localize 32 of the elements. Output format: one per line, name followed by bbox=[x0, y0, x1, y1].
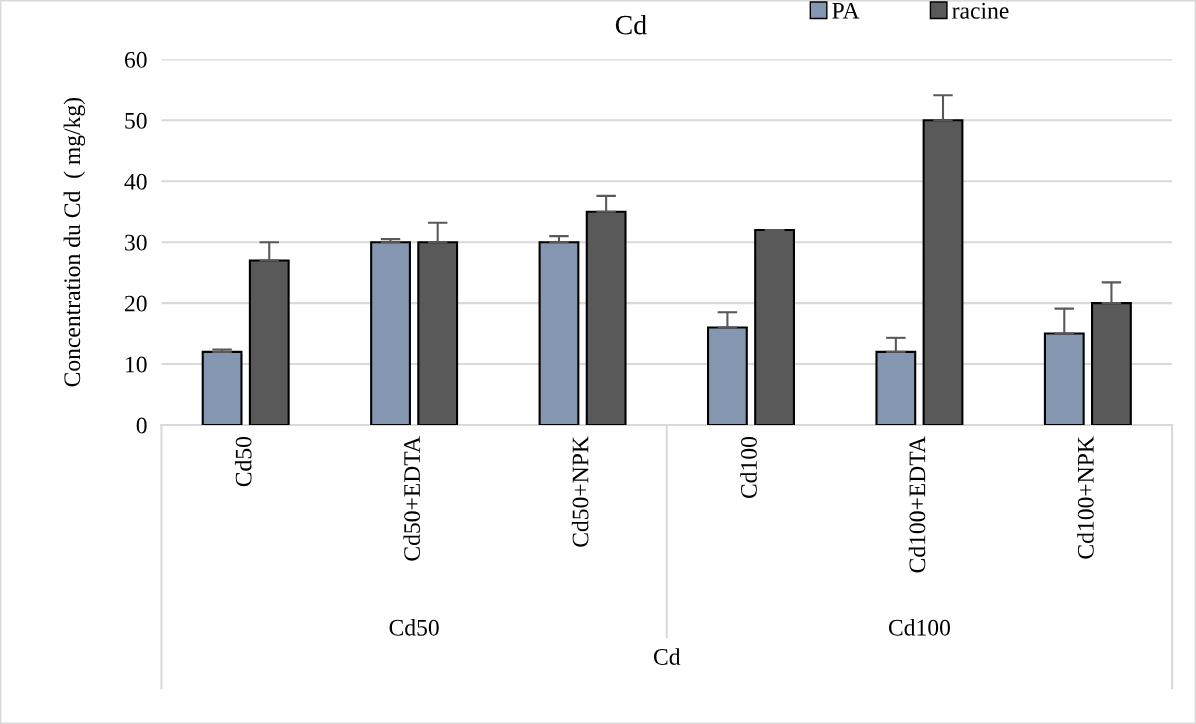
bar bbox=[538, 241, 580, 425]
y-tick-label: 40 bbox=[124, 173, 147, 190]
bar bbox=[201, 350, 243, 425]
y-tick-label: 50 bbox=[125, 112, 147, 129]
bar bbox=[1091, 302, 1132, 425]
bar bbox=[875, 350, 917, 425]
y-tick-label: 20 bbox=[125, 295, 147, 312]
y-tick-label: 30 bbox=[125, 234, 147, 251]
y-tick-label: 10 bbox=[126, 356, 147, 373]
y-tick-label: 0 bbox=[136, 417, 147, 434]
legend-label: PA bbox=[832, 2, 860, 19]
legend-label: racine bbox=[952, 2, 1009, 19]
text: Cd100 bbox=[888, 619, 951, 636]
x-tick-label: Cd100+NPK bbox=[1077, 436, 1094, 559]
bar bbox=[1043, 332, 1085, 425]
y-axis-title: Concentration du Cd ( mg/kg) bbox=[63, 97, 86, 387]
x-tick-label: Cd50 bbox=[234, 437, 252, 487]
bar bbox=[922, 119, 964, 425]
x-tick-label: Cd50+EDTA bbox=[403, 436, 421, 561]
bar bbox=[417, 241, 459, 425]
x-tick-label: Cd100+EDTA bbox=[908, 436, 926, 573]
text: Cd50 bbox=[389, 619, 439, 636]
bar bbox=[248, 259, 290, 425]
x-tick-label: Cd100 bbox=[740, 437, 757, 499]
x-tick-label: Cd50+NPK bbox=[571, 436, 589, 547]
bar bbox=[585, 210, 627, 425]
x-axis-title: Cd bbox=[653, 648, 681, 665]
y-tick-label: 60 bbox=[124, 51, 147, 68]
bar bbox=[754, 228, 795, 425]
bar bbox=[707, 326, 748, 425]
chart-title: Cd bbox=[615, 14, 647, 35]
bar bbox=[370, 241, 411, 425]
